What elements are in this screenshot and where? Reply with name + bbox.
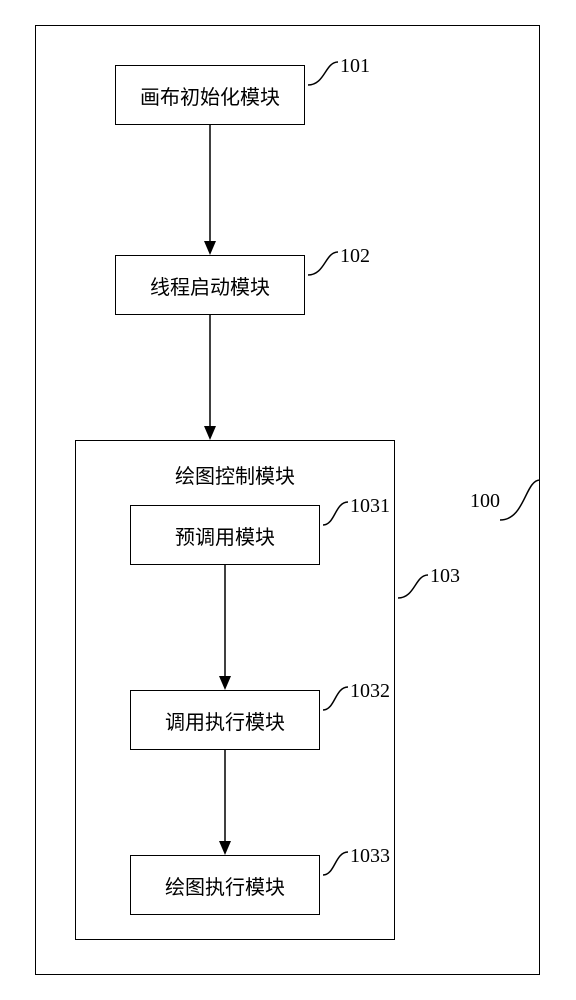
node-draw-exec: 绘图执行模块 [130,855,320,915]
node-label: 调用执行模块 [165,706,285,735]
node-pre-invoke: 预调用模块 [130,505,320,565]
ref-label-101: 101 [340,55,370,78]
ref-label-102: 102 [340,245,370,268]
node-label: 绘图执行模块 [165,871,285,900]
node-invoke-exec: 调用执行模块 [130,690,320,750]
ref-label-1031: 1031 [350,495,390,518]
node-label: 画布初始化模块 [140,81,280,110]
node-canvas-init: 画布初始化模块 [115,65,305,125]
node-label: 线程启动模块 [150,271,270,300]
ref-label-100: 100 [470,490,500,513]
ref-label-103: 103 [430,565,460,588]
ref-label-1032: 1032 [350,680,390,703]
ref-label-1033: 1033 [350,845,390,868]
node-label: 预调用模块 [175,521,275,550]
node-thread-start: 线程启动模块 [115,255,305,315]
container-title: 绘图控制模块 [175,460,295,489]
diagram-canvas: 画布初始化模块 线程启动模块 绘图控制模块 预调用模块 调用执行模块 绘图执行模… [0,0,576,1000]
